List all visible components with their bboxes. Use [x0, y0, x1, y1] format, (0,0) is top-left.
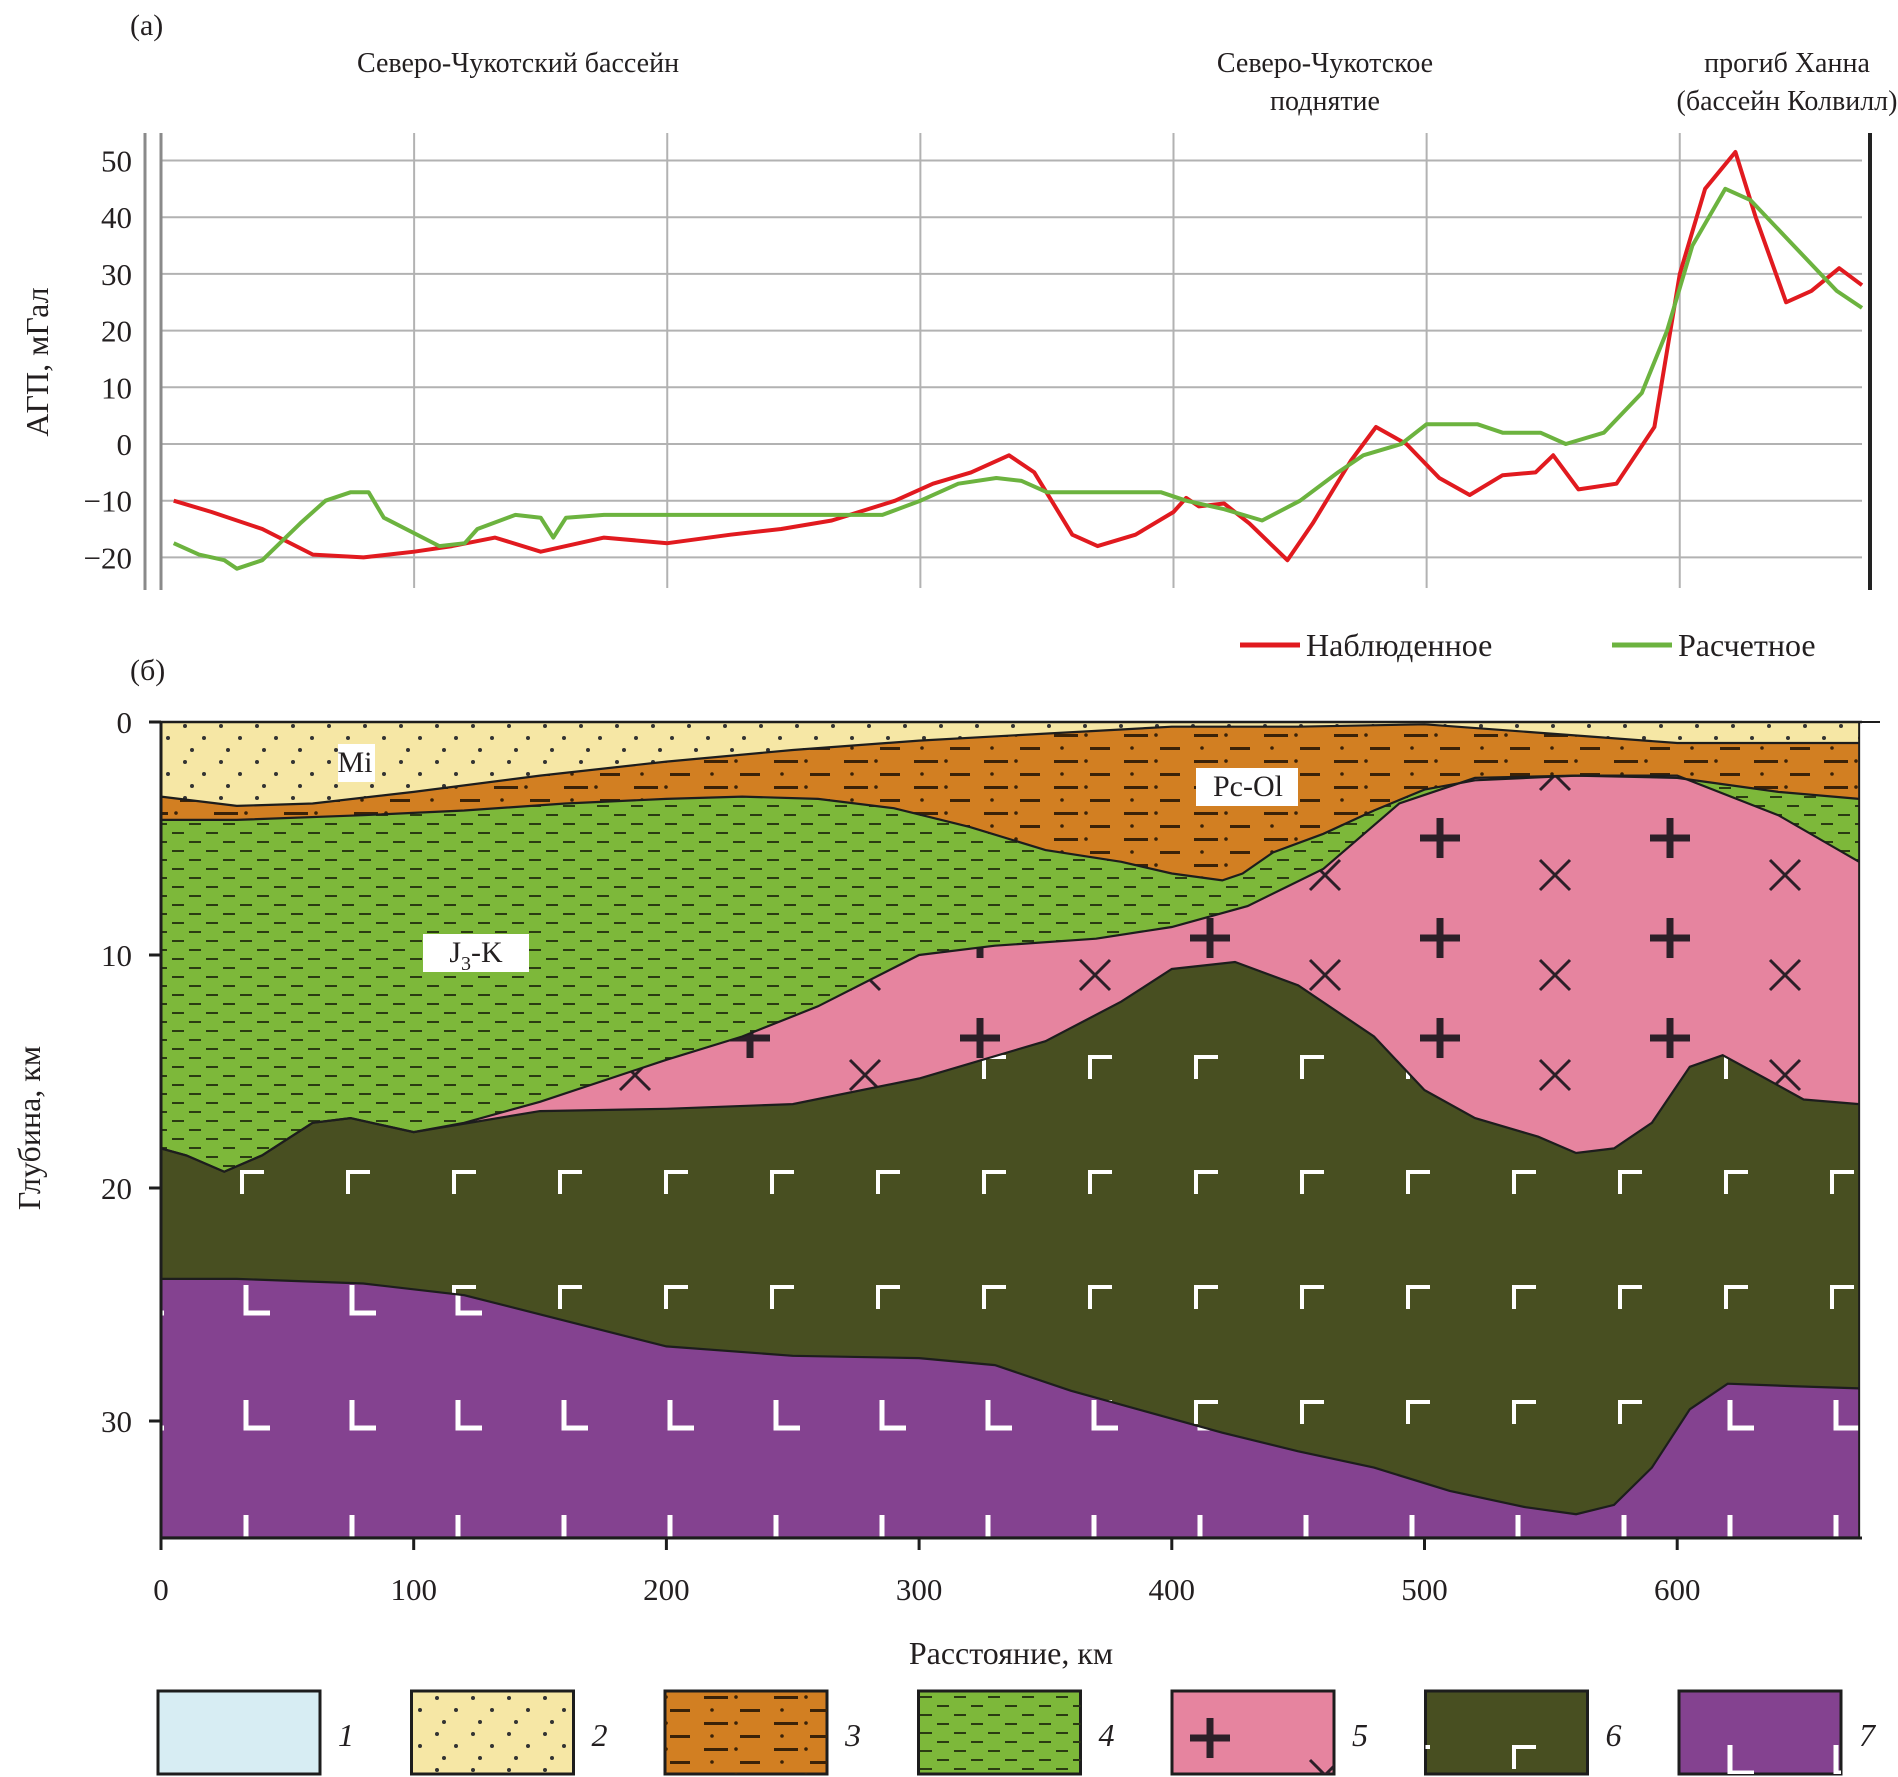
- unit-label: Mi: [337, 746, 372, 779]
- x-tick-label: 0: [153, 1572, 169, 1607]
- gravity-anomaly-chart: −20 −10 0 10 20 30 40 50 АГП, мГал: [19, 133, 1872, 590]
- unit-label-name: Pc-Ol: [1213, 770, 1283, 803]
- legend-number-6: 6: [1606, 1717, 1622, 1753]
- legend-number-1: 1: [338, 1717, 354, 1753]
- layer-pattern-6: [161, 962, 1860, 1515]
- legend-label-observed: Наблюденное: [1306, 627, 1492, 663]
- series-line-computed: [172, 186, 1864, 571]
- y-axis-title: Глубина, км: [11, 1046, 47, 1210]
- x-tick-label: 600: [1654, 1572, 1701, 1607]
- legend-number-2: 2: [592, 1717, 608, 1753]
- legend-swatch-1: [156, 1689, 322, 1776]
- boundary-line: [161, 774, 1860, 882]
- y-tick-label: 40: [101, 200, 132, 235]
- legend-swatch-pattern-6: [1425, 1691, 1588, 1774]
- legend-swatch-pattern-5: [1172, 1691, 1334, 1774]
- y-tick-label: 0: [117, 427, 133, 462]
- y-tick-label: −20: [84, 540, 132, 575]
- layer-pattern-5: [161, 775, 1860, 1172]
- unit-label-bg: [423, 934, 529, 972]
- region-label-1: Северо-Чукотское: [1217, 48, 1433, 79]
- y-tick-label: 20: [101, 1171, 132, 1206]
- x-tick-label: 200: [643, 1572, 690, 1607]
- panel-b-label: (б): [130, 654, 165, 687]
- unit-label-sub: 3: [461, 953, 471, 975]
- y-tick-label: 10: [101, 938, 132, 973]
- legend-swatch-pattern-4: [918, 1691, 1081, 1774]
- unit-label-name: Mi: [337, 746, 372, 779]
- x-tick-label: 300: [896, 1572, 943, 1607]
- unit-label-rest: -K: [471, 936, 503, 969]
- x-tick-label: 500: [1401, 1572, 1448, 1607]
- unit-label-bg: [338, 744, 375, 782]
- legend-swatch-pattern-2: [411, 1691, 574, 1774]
- chart-a-legend: Наблюденное Расчетное: [1240, 627, 1816, 663]
- region-labels: Северо-Чукотский бассейн Северо-Чукотское…: [357, 48, 1898, 117]
- unit-label: J3-K: [449, 936, 503, 975]
- legend-number-5: 5: [1352, 1717, 1368, 1753]
- legend-number-3: 3: [844, 1717, 861, 1753]
- layer-pattern-2: [161, 722, 1860, 806]
- unit-label-name: J: [449, 936, 461, 969]
- y-tick-label: 50: [101, 144, 132, 179]
- region-label-2: прогиб Ханна: [1704, 48, 1870, 79]
- layer-pattern-3: [161, 724, 1860, 881]
- panel-a-label: (a): [130, 9, 163, 42]
- boundary-line: [160, 723, 1860, 808]
- y-tick-label: 20: [101, 314, 132, 349]
- layer-pattern-4: [161, 775, 1860, 1172]
- y-tick-label: −10: [84, 484, 132, 519]
- legend-number-4: 4: [1099, 1717, 1115, 1753]
- y-tick-label: 30: [101, 257, 132, 292]
- x-axis-title: Расстояние, км: [909, 1635, 1113, 1671]
- unit-label: Pc-Ol: [1213, 770, 1283, 803]
- y-axis-title: АГП, мГал: [19, 287, 55, 436]
- region-label-2: (бассейн Колвилл): [1677, 86, 1898, 117]
- region-label-0: Северо-Чукотский бассейн: [357, 48, 679, 79]
- unit-labels: Mi Pc-Ol J3-K: [337, 744, 1298, 975]
- legend-label-computed: Расчетное: [1678, 627, 1816, 663]
- boundary-line: [160, 960, 1860, 1173]
- unit-label-bg: [1196, 768, 1298, 806]
- layer-pattern-7: [161, 1278, 1860, 1538]
- x-tick-label: 400: [1149, 1572, 1196, 1607]
- x-tick-label: 100: [390, 1572, 437, 1607]
- boundary-line: [161, 1277, 1860, 1516]
- legend-swatch-pattern-7: [1679, 1691, 1841, 1774]
- legend-swatch-pattern-3: [665, 1691, 827, 1774]
- region-label-1: поднятие: [1270, 86, 1380, 117]
- y-tick-label: 30: [101, 1404, 132, 1439]
- y-tick-label: 10: [101, 370, 132, 405]
- lithology-legend: 1 2 3 4 5 6 7: [156, 1689, 1877, 1776]
- legend-number-7: 7: [1859, 1717, 1877, 1753]
- series-line-observed: [173, 150, 1864, 563]
- y-tick-label: 0: [117, 705, 133, 740]
